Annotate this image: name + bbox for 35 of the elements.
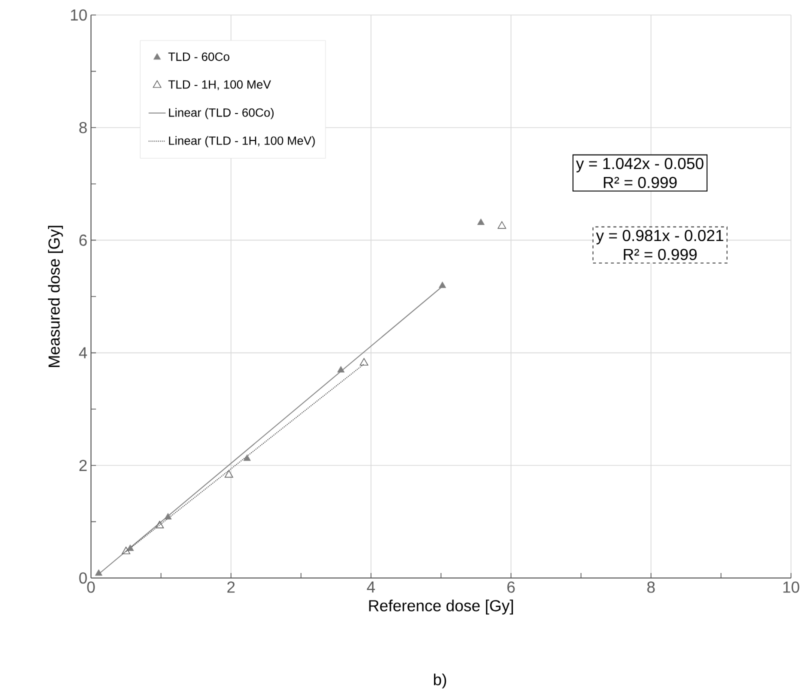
x-tick-label: 8 bbox=[647, 582, 655, 593]
annotation: y = 0.981x - 0.021 bbox=[596, 230, 724, 244]
point bbox=[243, 454, 251, 461]
point bbox=[224, 470, 234, 478]
x-tick-label: 2 bbox=[227, 582, 235, 593]
y-tick-label: 2 bbox=[79, 460, 87, 471]
point bbox=[360, 358, 368, 366]
annotation: R² = 0.999 bbox=[624, 248, 697, 260]
x-tick-label: 0 bbox=[87, 582, 95, 593]
point bbox=[498, 221, 506, 229]
y-tick-label: 0 bbox=[79, 572, 87, 584]
y-tick-label: 10 bbox=[70, 9, 87, 21]
annotation: y = 1.042x - 0.050 bbox=[576, 158, 704, 172]
text: b) bbox=[434, 674, 446, 688]
point bbox=[164, 512, 172, 520]
x-tick-label: 4 bbox=[366, 582, 375, 592]
legend-label: Linear (TLD - 60Co) bbox=[169, 108, 274, 120]
point bbox=[438, 282, 446, 288]
y-tick-label: 4 bbox=[78, 347, 88, 358]
x-tick-label: 10 bbox=[783, 582, 800, 593]
point bbox=[122, 546, 130, 554]
y-tick-label: 8 bbox=[79, 122, 87, 134]
point bbox=[337, 366, 345, 372]
point bbox=[155, 520, 164, 528]
point bbox=[126, 544, 134, 551]
point bbox=[95, 569, 102, 576]
legend-label: Linear (TLD - 1H, 100 MeV) bbox=[169, 136, 315, 148]
annotation: R² = 0.999 bbox=[604, 176, 677, 188]
x-axis-title: Reference dose [Gy] bbox=[369, 600, 513, 615]
point bbox=[477, 218, 485, 225]
x-tick-label: 6 bbox=[507, 582, 515, 593]
y-tick-label: 6 bbox=[79, 234, 87, 246]
legend-label: TLD - 60Co bbox=[168, 52, 230, 61]
legend-label: TLD - 1H, 100 MeV bbox=[168, 80, 271, 90]
y-axis-title: Measured dose [Gy] bbox=[48, 226, 63, 367]
